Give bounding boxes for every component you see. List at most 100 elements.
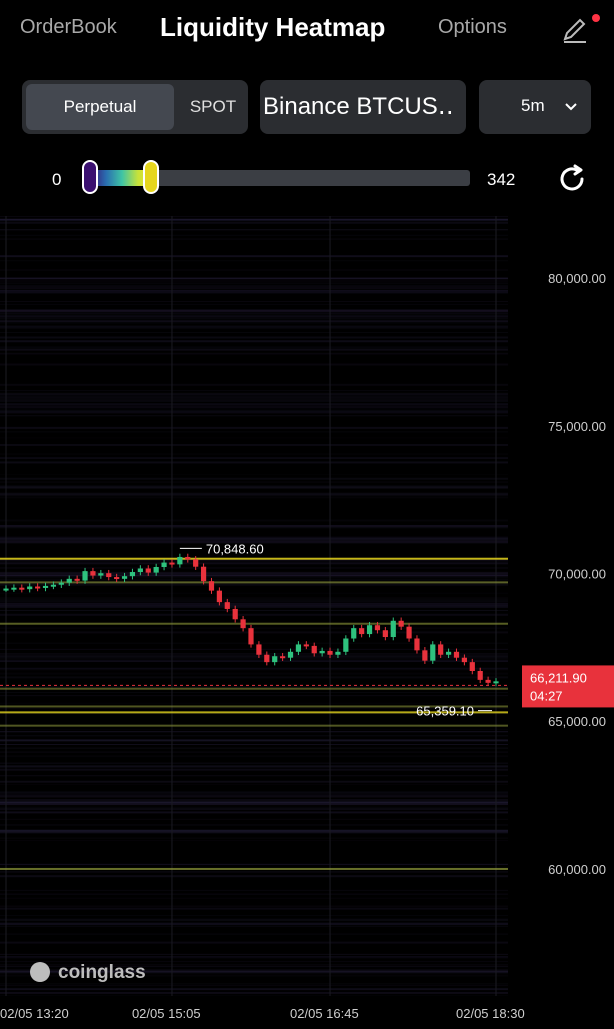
heatmap-noise-line bbox=[0, 539, 508, 542]
heatmap-noise-line bbox=[0, 284, 508, 286]
heatmap-noise-line bbox=[0, 560, 508, 563]
heatmap-noise-line bbox=[0, 457, 508, 459]
heatmap-noise-line bbox=[0, 875, 508, 878]
candle-body bbox=[27, 586, 33, 590]
heatmap-noise-line bbox=[0, 407, 508, 409]
heatmap-noise-line bbox=[0, 461, 508, 464]
heatmap-noise-line bbox=[0, 390, 508, 392]
heatmap-noise-line bbox=[0, 426, 508, 429]
coinglass-logo-icon bbox=[30, 962, 50, 982]
heatmap-noise-line bbox=[0, 453, 508, 456]
range-handle-max[interactable] bbox=[143, 160, 159, 194]
edit-icon[interactable] bbox=[560, 14, 590, 44]
candle-body bbox=[303, 644, 309, 647]
refresh-icon[interactable] bbox=[555, 162, 589, 196]
liquidity-band bbox=[0, 581, 508, 584]
heatmap-noise-line bbox=[0, 234, 508, 236]
heatmap-noise-line bbox=[0, 707, 508, 709]
heatmap-noise-line bbox=[0, 406, 508, 408]
current-price-value: 66,211.90 bbox=[530, 670, 587, 685]
tab-orderbook[interactable]: OrderBook bbox=[20, 16, 117, 38]
heatmap-noise-line bbox=[0, 676, 508, 679]
tab-options[interactable]: Options bbox=[438, 16, 507, 38]
candle-body bbox=[121, 576, 128, 579]
heatmap-noise-line bbox=[0, 571, 508, 574]
heatmap-noise-line bbox=[0, 537, 508, 540]
heatmap-noise-line bbox=[0, 301, 508, 303]
x-tick-label: 02/05 16:45 bbox=[290, 1006, 359, 1021]
heatmap-noise-line bbox=[0, 443, 508, 446]
heatmap-noise-line bbox=[0, 908, 508, 910]
heatmap-noise-line bbox=[0, 283, 508, 285]
range-slider-track[interactable] bbox=[86, 170, 470, 186]
candle-body bbox=[256, 644, 262, 655]
heatmap-noise-line bbox=[0, 320, 508, 323]
candle-body bbox=[327, 650, 333, 655]
heatmap-noise-line bbox=[0, 596, 508, 598]
heatmap-chart[interactable]: 70,848.60 65,359.10 80,000.00 75,000.00 70,0… bbox=[0, 216, 614, 1024]
heatmap-noise-line bbox=[0, 576, 508, 578]
heatmap-noise-line bbox=[0, 346, 508, 349]
range-max-label: 342 bbox=[487, 170, 516, 189]
timeframe-select[interactable]: 5m bbox=[479, 80, 591, 134]
range-handle-min[interactable] bbox=[82, 160, 98, 194]
heatmap-noise-line bbox=[0, 660, 508, 662]
candle-body bbox=[216, 590, 222, 603]
candle-body bbox=[382, 630, 388, 638]
heatmap-noise-line bbox=[0, 740, 508, 743]
heatmap-noise-line bbox=[0, 863, 508, 865]
heatmap-noise-line bbox=[0, 216, 508, 218]
heatmap-noise-line bbox=[0, 567, 508, 569]
heatmap-noise-line bbox=[0, 456, 508, 459]
heatmap-noise-line bbox=[0, 832, 508, 834]
heatmap-noise-line bbox=[0, 525, 508, 527]
low-price-label: 65,359.10 bbox=[416, 704, 474, 719]
y-tick-label: 65,000.00 bbox=[548, 714, 606, 729]
candle-body bbox=[35, 586, 41, 589]
heatmap-noise-line bbox=[0, 395, 508, 398]
heatmap-noise-line bbox=[0, 218, 508, 221]
heatmap-noise-line bbox=[0, 537, 508, 540]
heatmap-noise-line bbox=[0, 285, 508, 287]
heatmap-noise-line bbox=[0, 603, 508, 606]
candle-body bbox=[351, 628, 357, 639]
exchange-selector[interactable]: Binance BTCUS‥ bbox=[260, 80, 466, 134]
candle-body bbox=[477, 671, 483, 680]
heatmap-noise-line bbox=[0, 991, 508, 994]
heatmap-noise-line bbox=[0, 277, 508, 280]
candle-body bbox=[272, 656, 278, 663]
heatmap-noise-line bbox=[0, 310, 508, 313]
heatmap-noise-line bbox=[0, 399, 508, 401]
heatmap-noise-line bbox=[0, 792, 508, 795]
heatmap-noise-line bbox=[0, 764, 508, 767]
heatmap-noise-line bbox=[0, 731, 508, 733]
heatmap-noise-line bbox=[0, 668, 508, 671]
heatmap-noise-line bbox=[0, 953, 508, 955]
heatmap-noise-line bbox=[0, 964, 508, 966]
heatmap-noise-line bbox=[0, 983, 508, 985]
liquidity-band bbox=[0, 687, 508, 690]
heatmap-noise-line bbox=[0, 567, 508, 569]
heatmap-noise-line bbox=[0, 315, 508, 318]
heatmap-noise-line bbox=[0, 558, 508, 561]
perpetual-button[interactable]: Perpetual bbox=[26, 84, 174, 130]
candle-body bbox=[129, 572, 136, 577]
candle-body bbox=[145, 568, 151, 573]
heatmap-noise-line bbox=[0, 279, 508, 282]
chevron-down-icon bbox=[565, 103, 577, 111]
heatmap-noise-line bbox=[0, 397, 508, 399]
heatmap-noise-line bbox=[0, 326, 508, 329]
heatmap-noise-line bbox=[0, 918, 508, 921]
candle-body bbox=[98, 573, 104, 576]
exchange-label: Binance BTCUS‥ bbox=[263, 93, 454, 120]
spot-button[interactable]: SPOT bbox=[189, 97, 237, 116]
heatmap-noise-line bbox=[0, 971, 508, 974]
heatmap-noise-line bbox=[0, 653, 508, 656]
candle-body bbox=[185, 556, 191, 560]
heatmap-noise-line bbox=[0, 653, 508, 655]
heatmap-noise-line bbox=[0, 353, 508, 355]
candle-body bbox=[74, 578, 80, 581]
heatmap-noise-line bbox=[0, 839, 508, 841]
heatmap-noise-line bbox=[0, 405, 508, 407]
candle-body bbox=[82, 571, 88, 581]
